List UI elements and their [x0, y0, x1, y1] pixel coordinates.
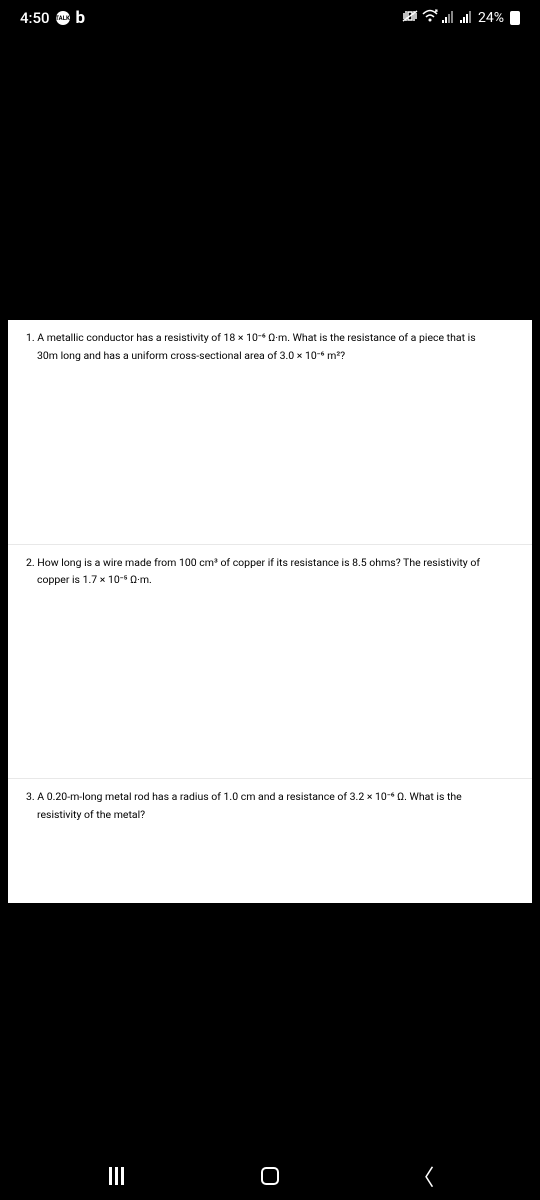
- vibrate-icon: [402, 9, 418, 27]
- question-1-line2: 30m long and has a uniform cross-section…: [26, 348, 514, 364]
- status-right: 24%: [402, 9, 520, 27]
- question-2: 2. How long is a wire made from 100 cm³ …: [8, 545, 532, 780]
- battery-icon: [510, 11, 520, 25]
- signal-icon-2: [460, 9, 474, 27]
- question-3-line1: 3. A 0.20-m-long metal rod has a radius …: [26, 789, 514, 805]
- wifi-icon: [422, 9, 438, 27]
- status-left: 4:50 TALK b: [20, 8, 85, 28]
- question-1: 1. A metallic conductor has a resistivit…: [8, 320, 532, 545]
- navigation-bar: 〈: [0, 1152, 540, 1200]
- app-indicator: b: [76, 8, 86, 28]
- signal-icon-1: [442, 9, 456, 27]
- recent-apps-icon: [109, 1167, 124, 1185]
- home-icon: [261, 1167, 279, 1185]
- battery-percent: 24%: [478, 10, 504, 26]
- question-3: 3. A 0.20-m-long metal rod has a radius …: [8, 779, 532, 903]
- question-2-line1: 2. How long is a wire made from 100 cm³ …: [26, 555, 514, 571]
- talk-badge-icon: TALK: [56, 11, 70, 25]
- recent-apps-button[interactable]: [87, 1156, 147, 1196]
- question-2-line2: copper is 1.7 × 10⁻⁵ Ω·m.: [26, 572, 514, 588]
- document-viewer[interactable]: 1. A metallic conductor has a resistivit…: [8, 320, 532, 903]
- home-button[interactable]: [240, 1156, 300, 1196]
- back-icon: 〈: [412, 1160, 434, 1192]
- back-button[interactable]: 〈: [393, 1156, 453, 1196]
- status-bar: 4:50 TALK b: [0, 0, 540, 36]
- question-1-line1: 1. A metallic conductor has a resistivit…: [26, 330, 514, 346]
- question-3-line2: resistivity of the metal?: [26, 807, 514, 823]
- time-display: 4:50: [20, 9, 50, 27]
